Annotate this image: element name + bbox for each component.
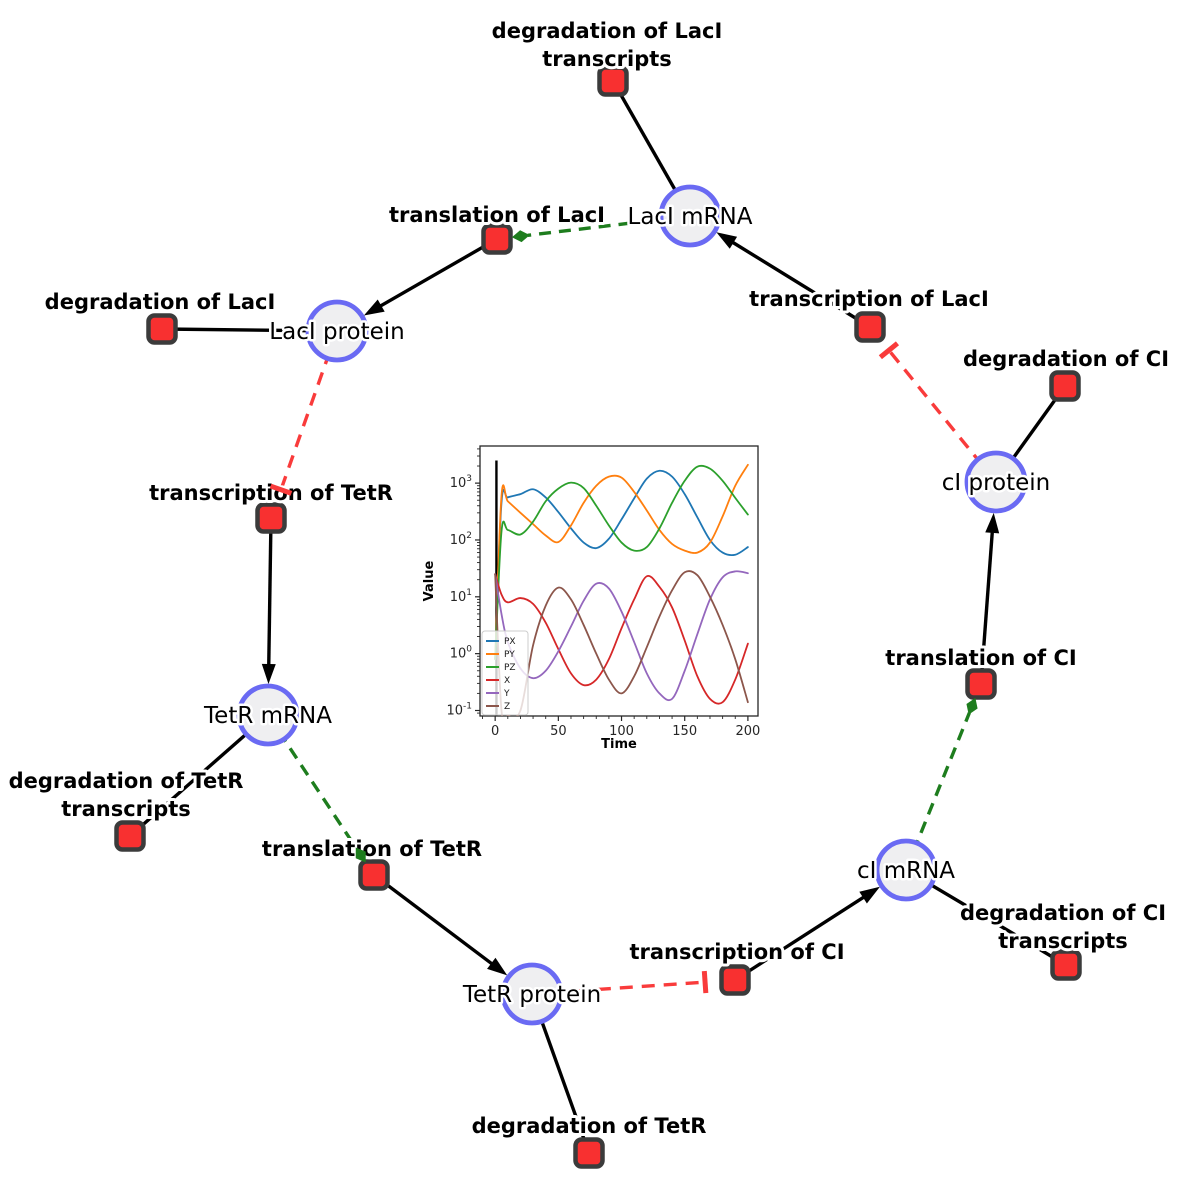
edge-transcr_tetR-tetR_mRNA-arrowhead	[261, 663, 276, 685]
reaction-node-deg_lacI	[146, 313, 178, 345]
species-node-lacI_mRNA	[658, 184, 722, 248]
y-axis-title: Value	[422, 560, 437, 601]
legend-entry-X: X	[504, 676, 510, 686]
edge-transcr_cI-cI_mRNA-arrowhead	[859, 886, 880, 904]
edge-transl_lacI-lacI_protein	[375, 237, 498, 311]
reaction-node-deg_cI	[1049, 370, 1081, 402]
species-node-tetR_mRNA	[236, 683, 300, 747]
species-label-cI_protein: cI protein	[942, 470, 1051, 496]
series-Y-line	[494, 570, 749, 702]
x-tick-label: 0	[491, 724, 499, 739]
legend-box: PX PY PZ XYZ	[481, 630, 529, 716]
edge-cI_mRNA-transl_cI-diamond-arrowhead	[966, 697, 978, 715]
edge-lacI_mRNA-transl_lacI-diamond-arrowhead	[511, 230, 530, 243]
edge-transcr_lacI-lacI_mRNA-arrowhead	[716, 232, 738, 249]
axes-layer: 0 50 100 150 200 103 102 101 100 10-1	[446, 445, 760, 739]
reaction-node-transl_cI	[965, 668, 997, 700]
y-tick-label: 103	[450, 474, 472, 491]
chart-frame	[479, 445, 759, 717]
species-label-tetR_protein: TetR protein	[462, 982, 601, 1008]
reaction-node-deg_tetR	[573, 1137, 605, 1169]
species-node-cI_protein	[964, 450, 1028, 514]
y-tick-label: 101	[450, 588, 472, 605]
edge-transl_tetR-tetR_protein-arrowhead	[487, 957, 508, 976]
species-label-cI_mRNA: cI mRNA	[857, 858, 955, 884]
edge-transl_cI-cI_protein	[979, 526, 995, 685]
reaction-label-transcr_lacI: transcription of LacI	[749, 287, 989, 311]
reaction-label-transcr_tetR: transcription of TetR	[149, 481, 393, 505]
reaction-label-deg_cI_tx: degradation of CI transcripts	[960, 901, 1166, 953]
edge-tetR_protein-transcr_cI-tee-inhibitor	[701, 970, 709, 994]
edge-transcr_tetR-tetR_mRNA	[266, 517, 273, 671]
reaction-node-transcr_lacI	[854, 311, 886, 343]
reaction-label-deg_lacI_tx: degradation of LacI transcripts	[492, 19, 723, 71]
x-tick-label: 150	[672, 724, 697, 739]
nodes-layer	[114, 65, 1082, 1169]
species-node-lacI_protein	[305, 299, 369, 363]
reaction-node-transcr_cI	[719, 964, 751, 996]
reaction-label-deg_tetR_tx: degradation of TetR transcripts	[9, 769, 244, 821]
reaction-label-transl_cI: translation of CI	[885, 646, 1076, 670]
timeseries-chart: 0 50 100 150 200 103 102 101 100 10-1 PX PY PZ XYZ Tim…	[422, 445, 760, 752]
edge-lacI_protein-transcr_tetR-tee-inhibitor	[269, 483, 293, 496]
legend-entry-Z: Z	[504, 702, 510, 712]
legend-entry-PX: PX	[504, 637, 516, 647]
legend-entry-PY: PY	[504, 650, 515, 660]
x-tick-label: 50	[550, 724, 567, 739]
series-PZ-line	[494, 464, 749, 661]
legend-entry-Y: Y	[503, 689, 510, 699]
y-tick-label: 100	[450, 645, 473, 662]
edge-transl_tetR-tetR_protein	[372, 873, 498, 969]
edge-transcr_lacI-lacI_mRNA	[727, 238, 871, 329]
arrowheads-layer	[261, 230, 1000, 994]
reaction-node-deg_lacI_tx	[597, 65, 629, 97]
edge-transcr_cI-cI_mRNA	[734, 892, 870, 982]
y-tick-label: 102	[450, 531, 472, 548]
reaction-label-deg_cI: degradation of CI	[963, 347, 1169, 371]
legend-entry-PZ: PZ	[504, 663, 516, 673]
reaction-node-transcr_tetR	[255, 502, 287, 534]
series-PY-line	[494, 463, 749, 661]
series-X-line	[494, 573, 749, 705]
plot-area	[494, 460, 749, 716]
reaction-label-transcr_cI: transcription of CI	[629, 940, 844, 964]
reaction-node-deg_tetR_tx	[114, 820, 146, 852]
species-label-tetR_mRNA: TetR mRNA	[203, 703, 332, 729]
series-PX-line	[494, 469, 749, 661]
edge-cI_protein-transcr_lacI-tee-inhibitor	[878, 341, 900, 360]
x-tick-label: 100	[609, 724, 634, 739]
species-label-lacI_protein: LacI protein	[269, 319, 404, 345]
reaction-label-deg_lacI: degradation of LacI	[45, 290, 276, 314]
labels-layer: degradation of LacI transcripts translatio…	[6, 16, 1172, 1141]
reaction-label-transl_tetR: translation of TetR	[262, 837, 482, 861]
x-axis-title: Time	[601, 737, 637, 752]
reaction-label-transl_lacI: translation of LacI	[389, 203, 605, 227]
edge-transl_lacI-lacI_protein-arrowhead	[363, 299, 385, 316]
species-node-tetR_protein	[500, 962, 564, 1026]
reaction-label-deg_tetR: degradation of TetR	[472, 1114, 707, 1138]
reaction-node-transl_lacI	[481, 223, 513, 255]
y-tick-label: 10-1	[446, 701, 472, 718]
reaction-node-deg_cI_tx	[1050, 949, 1082, 981]
edge-transl_cI-cI_protein-arrowhead	[985, 512, 1000, 534]
species-node-cI_mRNA	[874, 838, 938, 902]
x-tick-label: 200	[735, 724, 760, 739]
species-label-lacI_mRNA: LacI mRNA	[628, 204, 753, 230]
reaction-node-transl_tetR	[358, 859, 390, 891]
edge-tetR_mRNA-transl_tetR-diamond-arrowhead	[355, 847, 366, 863]
